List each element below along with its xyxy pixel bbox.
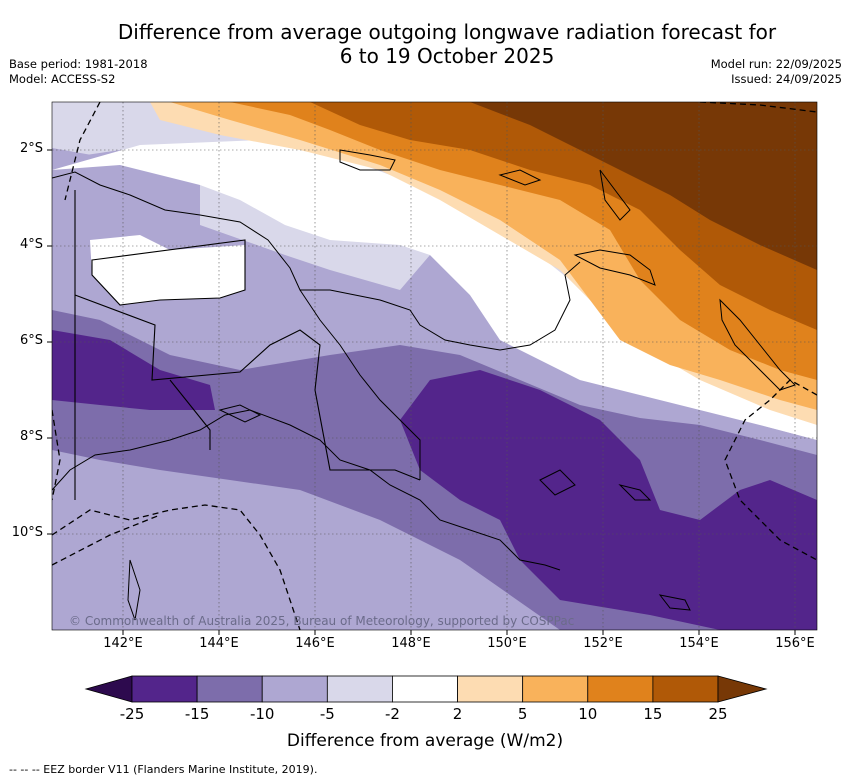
colorbar-extend-high (717, 675, 768, 703)
band-neg2-pos2-inland (90, 235, 245, 305)
map-frame (51, 101, 818, 631)
model-name: Model: ACCESS-S2 (9, 72, 116, 86)
lon-label: 146°E (295, 636, 335, 651)
title-line-1: Difference from average outgoing longwav… (117, 20, 777, 44)
lat-label: 6°S (19, 333, 43, 348)
lon-label: 150°E (487, 636, 527, 651)
colorbar-tick-label: -2 (384, 705, 400, 723)
colorbar (84, 675, 768, 703)
lon-label: 142°E (103, 636, 143, 651)
lon-label: 152°E (583, 636, 623, 651)
colorbar-swatch (326, 675, 393, 703)
colorbar-tick-label: 10 (578, 705, 598, 723)
lon-label: 154°E (679, 636, 719, 651)
eez-footnote: -- -- -- EEZ border V11 (Flanders Marine… (9, 763, 318, 776)
band-neg25-neg15-west (52, 330, 215, 410)
gridlines (52, 102, 817, 630)
lon-label: 144°E (199, 636, 239, 651)
colorbar-swatch (522, 675, 589, 703)
eez-borders (52, 102, 817, 630)
issued-date: Issued: 24/09/2025 (731, 72, 842, 86)
lat-label: 2°S (19, 141, 43, 156)
colorbar-swatch (457, 675, 524, 703)
coastlines (52, 149, 796, 621)
colorbar-swatch (587, 675, 654, 703)
model-run: Model run: 22/09/2025 (710, 57, 842, 71)
anomaly-field (52, 102, 817, 630)
copyright-note: © Commonwealth of Australia 2025, Bureau… (69, 614, 575, 628)
colorbar-tick-label: -25 (119, 705, 145, 723)
colorbar-tick-label: -15 (184, 705, 210, 723)
lon-label: 156°E (775, 636, 815, 651)
colorbar-swatch (652, 675, 719, 703)
colorbar-tick-label: -10 (249, 705, 275, 723)
axis-ticks (47, 149, 796, 635)
title-line-2: 6 to 19 October 2025 (339, 44, 555, 68)
colorbar-tick-label: 5 (517, 705, 528, 723)
lat-label: 10°S (11, 525, 43, 540)
colorbar-tick-label: 2 (452, 705, 463, 723)
meta-right: Model run: 22/09/2025 Issued: 24/09/2025 (711, 57, 842, 87)
chart-title: Difference from average outgoing longwav… (0, 20, 850, 68)
colorbar-extend-low (84, 675, 133, 703)
colorbar-swatch (392, 675, 458, 703)
lon-label: 148°E (391, 636, 431, 651)
base-period: Base period: 1981-2018 (9, 57, 148, 71)
colorbar-swatch (131, 675, 198, 703)
band-neg25-neg15-east (400, 370, 817, 630)
band-above-pos25 (470, 102, 817, 270)
colorbar-swatch (196, 675, 263, 703)
borders (74, 190, 421, 500)
colorbar-title: Difference from average (W/m2) (286, 731, 564, 751)
colorbar-swatch (261, 675, 328, 703)
meta-left: Base period: 1981-2018 Model: ACCESS-S2 (9, 57, 148, 87)
colorbar-tick-label: 25 (708, 705, 728, 723)
band-neg2-pos2 (52, 140, 817, 440)
lat-label: 8°S (19, 429, 43, 444)
colorbar-tick-label: -5 (319, 705, 335, 723)
lat-label: 4°S (19, 237, 43, 252)
colorbar-tick-label: 15 (643, 705, 663, 723)
